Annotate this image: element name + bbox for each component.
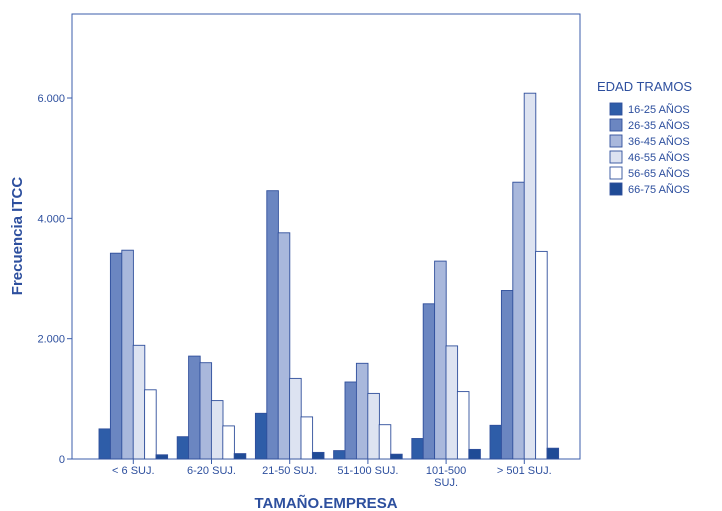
legend-label: 26-35 AÑOS xyxy=(628,119,690,132)
bar-3-4 xyxy=(378,424,392,460)
x-tick-label: 21-50 SUJ. xyxy=(262,465,317,477)
bar-2-3 xyxy=(289,377,302,460)
bar-4-5 xyxy=(468,448,481,460)
x-tick-label: 51-100 SUJ. xyxy=(337,465,398,477)
y-axis: 0 2.000 4.000 6.000 xyxy=(37,93,72,466)
bar-2-4 xyxy=(300,416,314,460)
x-tick-label: < 6 SUJ. xyxy=(112,465,155,477)
bar-4-4 xyxy=(456,391,470,460)
bar-5-0 xyxy=(489,424,503,460)
x-axis: < 6 SUJ. 6-20 SUJ. 21-50 SUJ. 51-100 SUJ. 10… xyxy=(112,459,552,489)
bar-2-0 xyxy=(254,412,268,460)
bar-2-1 xyxy=(266,190,279,460)
legend-swatch xyxy=(609,102,623,116)
plot-frame xyxy=(71,13,581,460)
legend-label: 36-45 AÑOS xyxy=(628,135,690,148)
bar-5-4 xyxy=(535,250,548,460)
legend-swatch xyxy=(609,182,623,196)
bar-5-3 xyxy=(523,92,537,460)
bar-1-1 xyxy=(188,355,201,460)
bar-1-5 xyxy=(233,453,247,460)
legend-swatch xyxy=(609,134,623,148)
bar-1-0 xyxy=(176,436,190,460)
bar-1-2 xyxy=(199,362,213,460)
bar-0-3 xyxy=(132,344,146,460)
y-tick-label: 2.000 xyxy=(37,334,65,346)
x-tick-label: SUJ. xyxy=(434,477,458,489)
x-tick-label: 6-20 SUJ. xyxy=(187,465,236,477)
bar-3-3 xyxy=(367,392,380,460)
bar-3-5 xyxy=(390,453,403,460)
bar-4-1 xyxy=(422,303,436,460)
legend-label: 46-55 AÑOS xyxy=(628,151,690,164)
legend-swatch xyxy=(609,150,623,164)
bar-3-1 xyxy=(344,381,358,460)
bar-0-1 xyxy=(109,252,123,460)
bar-2-5 xyxy=(311,451,325,460)
bar-1-3 xyxy=(210,400,224,460)
bar-0-5 xyxy=(155,454,169,460)
x-tick-label: > 501 SUJ. xyxy=(497,465,552,477)
bar-0-4 xyxy=(144,389,157,460)
legend-label: 56-65 AÑOS xyxy=(628,167,690,180)
bar-0-0 xyxy=(98,428,112,460)
legend-label: 66-75 AÑOS xyxy=(628,183,690,196)
legend-label: 16-25 AÑOS xyxy=(628,103,690,116)
bar-0-2 xyxy=(121,249,134,460)
bar-4-2 xyxy=(434,260,447,460)
bar-3-2 xyxy=(355,362,369,460)
legend-swatch xyxy=(609,118,623,132)
bars-group xyxy=(98,92,560,460)
legend: EDAD TRAMOS 16-25 AÑOS 26-35 AÑOS 36-45 AÑ… xyxy=(597,79,692,196)
bar-2-2 xyxy=(277,232,291,460)
y-tick-label: 6.000 xyxy=(37,93,65,105)
y-tick-label: 0 xyxy=(59,454,65,466)
bar-1-4 xyxy=(222,425,235,460)
bar-5-1 xyxy=(500,290,514,460)
legend-title: EDAD TRAMOS xyxy=(597,79,692,94)
x-axis-title: TAMAÑO.EMPRESA xyxy=(254,494,397,511)
bar-4-0 xyxy=(411,438,424,460)
bar-4-3 xyxy=(445,345,459,460)
legend-swatch xyxy=(609,166,623,180)
y-axis-title: Frecuencia ITCC xyxy=(9,177,26,296)
bar-5-5 xyxy=(546,447,560,460)
bar-5-2 xyxy=(512,181,525,460)
bar-3-0 xyxy=(333,450,346,460)
y-tick-label: 4.000 xyxy=(37,213,65,225)
x-tick-label: 101-500 xyxy=(426,465,466,477)
